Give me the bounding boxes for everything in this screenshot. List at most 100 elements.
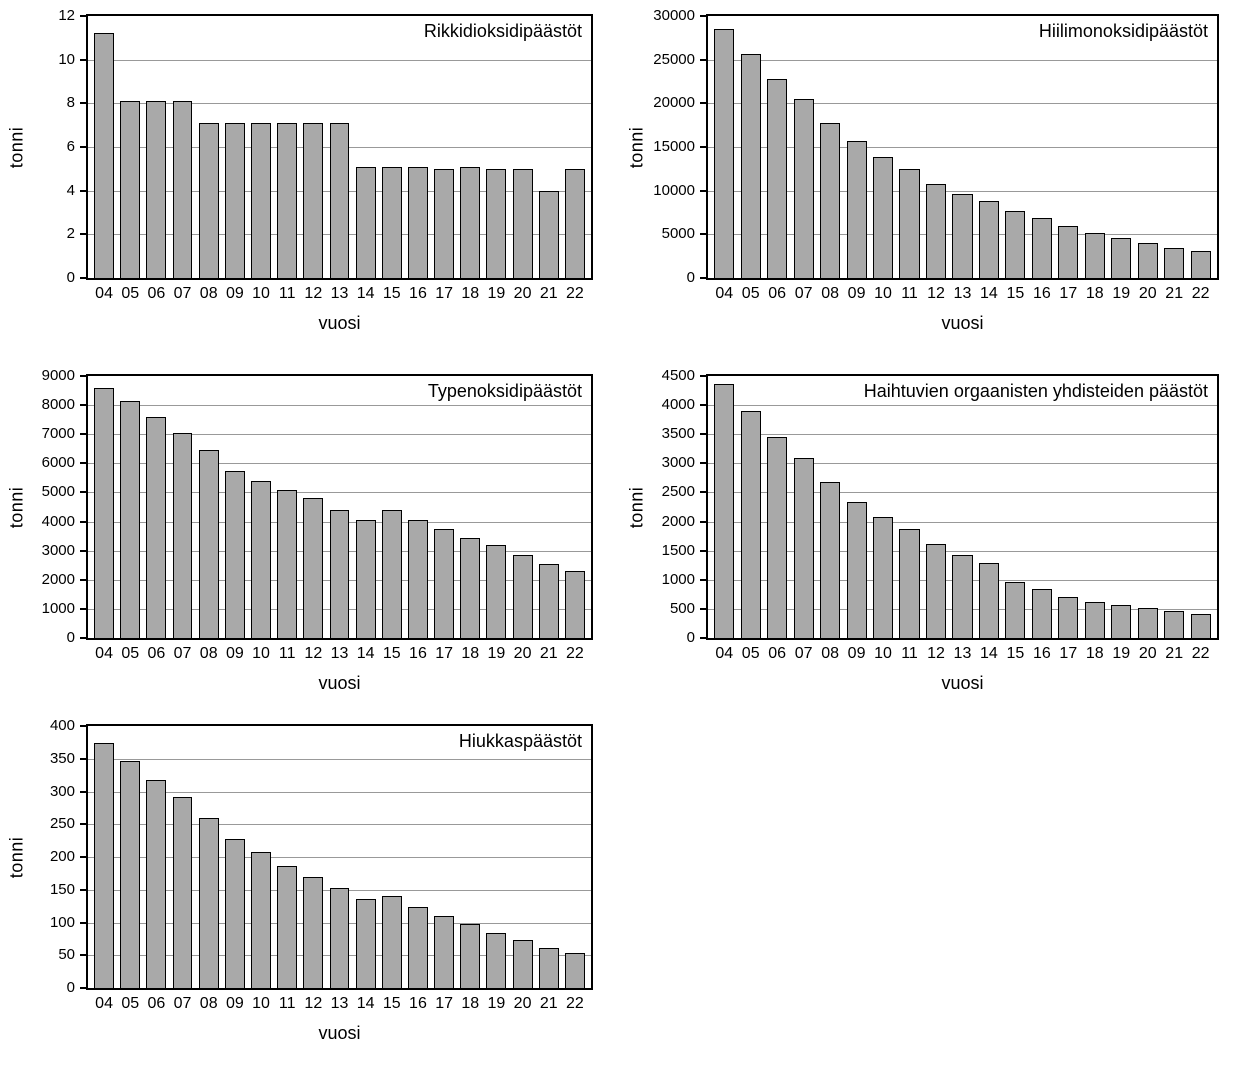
bar-04 bbox=[714, 383, 735, 638]
bar-09 bbox=[224, 470, 245, 638]
y-axis: 0 50 100 150 200 250 300 350 400 bbox=[34, 717, 86, 996]
gridline bbox=[88, 857, 591, 858]
bar-slot bbox=[196, 726, 222, 988]
gridline bbox=[88, 791, 591, 793]
y-tick-mark bbox=[80, 462, 86, 465]
chart-body: tonni 0 5000 10000 15000 20000 25000 30000 Hii… bbox=[620, 7, 1246, 334]
bar-slot bbox=[222, 16, 248, 278]
bar-slot bbox=[300, 16, 326, 278]
bar-17 bbox=[1058, 597, 1079, 638]
bar-09 bbox=[224, 839, 245, 988]
bar-04 bbox=[714, 29, 735, 278]
bar-slot bbox=[405, 16, 431, 278]
y-tick-label: 200 bbox=[49, 848, 75, 865]
bar-14 bbox=[978, 562, 999, 638]
plot-area: Rikkidioksidipäästöt bbox=[86, 14, 593, 280]
y-tick-mark bbox=[700, 15, 706, 17]
bar-05 bbox=[120, 400, 141, 638]
x-tick-label: 05 bbox=[121, 645, 140, 662]
chart-body: tonni 0 1000 2000 3000 4000 5000 6000 7000 8000 9… bbox=[0, 367, 620, 694]
y-tick-mark bbox=[700, 578, 706, 581]
chart-body: tonni 0 2 4 6 8 10 12 Rikkidioksidipäästöt 04 0… bbox=[0, 7, 620, 334]
bar-slot bbox=[169, 376, 195, 638]
x-axis-title: vuosi bbox=[941, 673, 984, 693]
x-tick-label: 10 bbox=[874, 285, 892, 302]
bar-21 bbox=[538, 190, 559, 278]
y-tick-mark bbox=[700, 375, 706, 377]
plot-column: Typenoksidipäästöt 04 05 06 07 08 09 10 11 12 13 1… bbox=[86, 374, 620, 694]
bar-09 bbox=[846, 140, 867, 278]
bar-18 bbox=[460, 166, 481, 278]
x-tick-label: 21 bbox=[539, 285, 558, 302]
bar-19 bbox=[486, 168, 507, 278]
bar-20 bbox=[512, 168, 533, 278]
bar-13 bbox=[952, 554, 973, 638]
x-tick-label: 05 bbox=[121, 285, 140, 302]
x-tick-label: 06 bbox=[147, 645, 166, 662]
x-tick-label: 17 bbox=[435, 645, 453, 662]
bar-10 bbox=[251, 851, 271, 988]
y-tick-mark bbox=[700, 146, 706, 148]
y-tick-label: 2 bbox=[66, 225, 75, 243]
bar-08 bbox=[820, 481, 841, 638]
x-tick-label: 16 bbox=[1032, 645, 1051, 662]
x-axis: 04 05 06 07 08 09 10 11 12 13 14 15 16 17 18 19 20 21 22 bbox=[86, 285, 593, 303]
y-tick-mark bbox=[80, 233, 86, 236]
bar-11 bbox=[899, 168, 920, 278]
x-tick-label: 13 bbox=[953, 645, 972, 662]
bar-slot bbox=[300, 726, 326, 988]
y-tick-mark bbox=[80, 987, 86, 989]
bar-06 bbox=[767, 78, 788, 278]
bar-slot bbox=[1135, 376, 1161, 638]
y-tick-mark bbox=[80, 725, 86, 727]
bar-series bbox=[708, 16, 1217, 278]
x-tick-label: 18 bbox=[1085, 645, 1104, 662]
x-tick-label: 15 bbox=[1006, 285, 1025, 302]
y-axis-title-column: tonni bbox=[0, 724, 34, 990]
bar-slot bbox=[274, 376, 300, 638]
bar-slot bbox=[431, 16, 457, 278]
y-tick-label: 3000 bbox=[41, 541, 75, 559]
bar-06 bbox=[767, 437, 788, 638]
x-tick-label: 21 bbox=[539, 995, 558, 1012]
bar-slot bbox=[1002, 376, 1028, 638]
y-tick-label: 350 bbox=[49, 749, 75, 767]
bar-14 bbox=[355, 166, 376, 278]
chart-particulate-emissions: tonni 0 50 100 150 200 250 300 350 400 Hiukkaspä… bbox=[0, 710, 620, 1067]
x-tick-label: 12 bbox=[304, 995, 323, 1012]
bar-13 bbox=[329, 122, 350, 278]
bar-05 bbox=[740, 53, 761, 278]
bar-slot bbox=[143, 726, 169, 988]
y-tick-label: 6000 bbox=[41, 454, 75, 472]
bar-16 bbox=[1031, 217, 1052, 278]
bar-slot bbox=[1029, 16, 1055, 278]
y-tick-mark bbox=[80, 375, 86, 377]
bar-13 bbox=[329, 509, 350, 638]
bar-07 bbox=[172, 797, 193, 988]
x-tick-label: 19 bbox=[487, 995, 506, 1012]
y-tick-label: 12 bbox=[58, 7, 75, 24]
bar-21 bbox=[538, 563, 559, 638]
plot-area: Haihtuvien orgaanisten yhdisteiden pääst… bbox=[706, 374, 1219, 640]
y-tick-mark bbox=[80, 637, 86, 639]
y-tick-mark bbox=[700, 462, 706, 465]
x-tick-label: 06 bbox=[147, 995, 166, 1012]
x-tick-label: 08 bbox=[199, 285, 218, 302]
y-tick-mark bbox=[80, 189, 86, 192]
bar-08 bbox=[198, 450, 219, 638]
plot-column: Hiukkaspäästöt 04 05 06 07 08 09 10 11 12 13 14 15 1… bbox=[86, 724, 620, 1044]
bar-12 bbox=[925, 543, 947, 638]
chart-title: Typenoksidipäästöt bbox=[427, 381, 582, 401]
y-tick-mark bbox=[80, 520, 86, 523]
bar-slot bbox=[976, 376, 1002, 638]
bar-slot bbox=[117, 726, 143, 988]
bar-06 bbox=[146, 101, 167, 278]
bar-20 bbox=[512, 940, 533, 988]
y-tick-mark bbox=[700, 637, 706, 639]
x-tick-label: 22 bbox=[565, 645, 584, 662]
x-tick-label: 18 bbox=[461, 995, 480, 1012]
x-tick-label: 22 bbox=[565, 995, 584, 1012]
x-tick-label: 07 bbox=[173, 995, 192, 1012]
x-tick-label: 12 bbox=[304, 285, 323, 302]
y-tick-label: 5000 bbox=[661, 225, 695, 243]
